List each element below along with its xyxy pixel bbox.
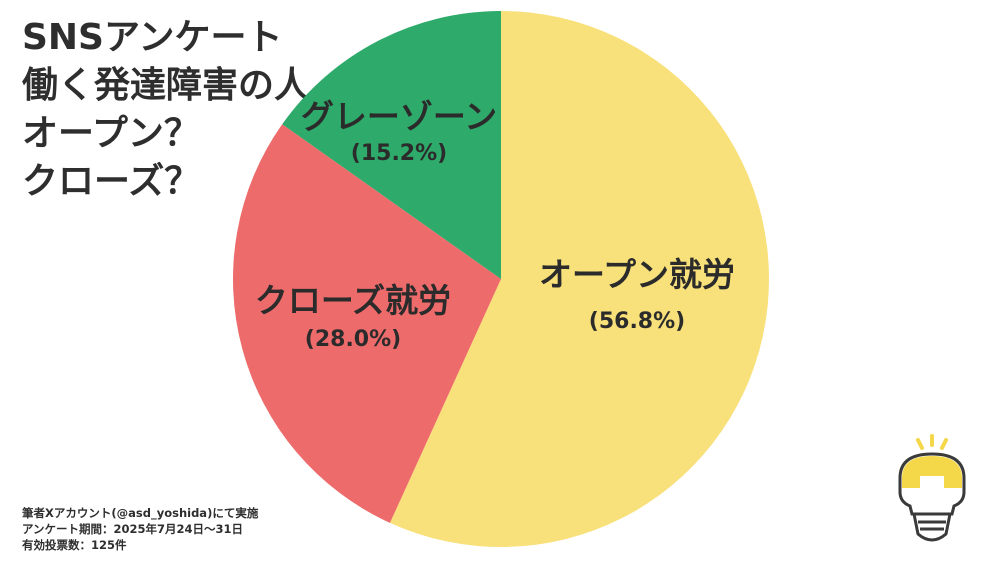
lightbulb-icon bbox=[898, 434, 966, 542]
survey-footnote: 筆者Xアカウント(@asd_yoshida)にて実施 アンケート期間：2025年… bbox=[22, 505, 258, 553]
slice-label-2: クローズ就労 bbox=[255, 281, 451, 320]
title-line-1: SNSアンケート bbox=[22, 17, 283, 58]
pie-slices bbox=[232, 11, 770, 547]
pie-slice-3 bbox=[282, 11, 501, 279]
title-line-3: オープン？ bbox=[22, 113, 200, 154]
footnote-votes: 有効投票数：125件 bbox=[22, 538, 127, 552]
title-line-2: 働く発達障害の人 bbox=[22, 65, 311, 106]
footnote-source: 筆者Xアカウント(@asd_yoshida)にて実施 bbox=[22, 506, 259, 520]
slice-percent-1: (56.8%) bbox=[589, 309, 685, 334]
chart-title: SNSアンケート 働く発達障害の人 オープン？ クローズ？ bbox=[22, 14, 310, 206]
title-line-4: クローズ？ bbox=[22, 161, 201, 202]
slice-percent-2: (28.0%) bbox=[305, 327, 401, 352]
slice-label-1: オープン就労 bbox=[539, 255, 735, 294]
pie-labels: オープン就労 (56.8%) クローズ就労 (28.0%) グレーゾーン (15.2%) bbox=[255, 97, 735, 352]
pie-slice-1 bbox=[389, 11, 770, 547]
slice-label-3: グレーゾーン bbox=[301, 97, 497, 136]
footnote-period: アンケート期間：2025年7月24日～31日 bbox=[22, 522, 244, 536]
pie-slice-2 bbox=[232, 124, 501, 523]
slice-percent-3: (15.2%) bbox=[351, 141, 447, 166]
